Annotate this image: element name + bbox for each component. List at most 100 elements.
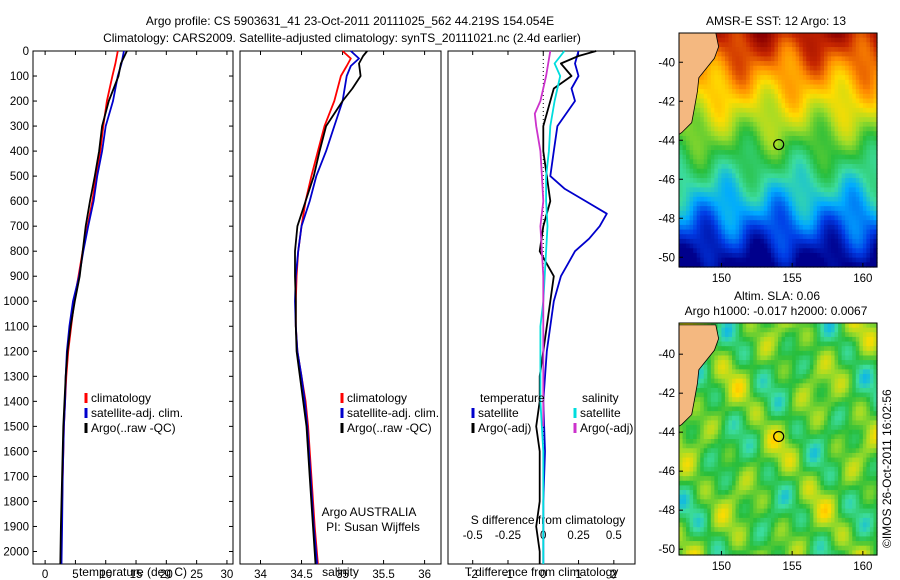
map-cell xyxy=(749,350,754,357)
map-cell xyxy=(703,262,708,268)
map-cell xyxy=(823,135,829,142)
map-cell xyxy=(732,220,737,226)
map-cell xyxy=(735,369,740,375)
map-cell xyxy=(717,434,723,440)
map-cell xyxy=(728,387,733,394)
map-cell xyxy=(802,327,807,333)
map-cell xyxy=(728,220,733,226)
map-cell xyxy=(869,117,875,123)
map-cell xyxy=(778,154,783,160)
map-cell xyxy=(717,480,723,486)
map-cell xyxy=(841,429,846,435)
map-cell xyxy=(834,206,839,212)
map-cell xyxy=(869,429,875,435)
map-cell xyxy=(823,429,829,435)
map-cell xyxy=(855,70,860,76)
map-cell xyxy=(866,252,871,259)
map-cell xyxy=(823,89,829,95)
map-cell xyxy=(873,93,878,100)
map-cell xyxy=(788,70,793,76)
map-cell xyxy=(845,332,850,338)
map-cell xyxy=(785,397,790,403)
map-cell xyxy=(806,112,811,118)
map-cell xyxy=(689,466,694,473)
map-cell xyxy=(686,434,691,440)
map-cell xyxy=(770,126,776,132)
map-cell xyxy=(852,374,857,380)
map-cell xyxy=(767,47,772,53)
map-cell xyxy=(760,56,765,62)
map-cell xyxy=(841,355,846,361)
map-cell xyxy=(717,248,723,254)
map-cell xyxy=(841,360,846,366)
map-cell xyxy=(778,51,783,57)
map-cell xyxy=(703,434,708,440)
map-cell xyxy=(770,448,776,454)
map-cell xyxy=(778,397,783,403)
legend-label: satellite xyxy=(478,406,519,420)
map-cell xyxy=(806,336,811,343)
map-cell xyxy=(785,332,790,338)
map-cell xyxy=(728,75,733,81)
map-cell xyxy=(848,429,853,435)
map-cell xyxy=(778,145,783,151)
map-cell xyxy=(813,61,818,67)
map-cell xyxy=(855,51,860,57)
map-cell xyxy=(717,159,723,165)
map-cell xyxy=(866,462,871,468)
map-cell xyxy=(721,210,726,217)
map-cell xyxy=(749,346,754,352)
map-cell xyxy=(785,411,790,417)
map-cell xyxy=(823,140,829,146)
map-cell xyxy=(756,154,761,160)
map-cell xyxy=(732,56,737,62)
map-cell xyxy=(809,480,814,486)
map-cell xyxy=(746,103,751,109)
map-cell xyxy=(785,364,790,370)
map-cell xyxy=(742,187,747,193)
map-cell xyxy=(778,462,783,468)
map-cell xyxy=(770,84,776,90)
map-cell xyxy=(689,448,694,454)
map-cell xyxy=(735,323,740,329)
map-cell xyxy=(714,369,719,375)
map-cell xyxy=(820,33,825,39)
map-cell xyxy=(873,420,878,426)
map-cell xyxy=(781,425,786,431)
map-cell xyxy=(774,364,779,370)
map-cell xyxy=(792,480,797,486)
map-cell xyxy=(721,392,726,398)
map-cell xyxy=(845,93,850,100)
map-cell xyxy=(859,51,864,57)
map-cell xyxy=(799,243,804,249)
map-cell xyxy=(767,262,772,268)
map-cell xyxy=(799,378,804,384)
map-cell xyxy=(710,131,715,137)
map-cell xyxy=(831,262,836,268)
map-cell xyxy=(859,332,864,338)
map-cell xyxy=(742,164,747,170)
map-cell xyxy=(813,457,818,463)
map-cell xyxy=(778,98,783,104)
map-cell xyxy=(742,56,747,62)
map-cell xyxy=(813,485,818,491)
map-cell xyxy=(781,84,786,90)
map-cell xyxy=(753,462,758,468)
map-cell xyxy=(855,126,860,132)
map-cell xyxy=(855,121,860,128)
map-cell xyxy=(735,33,740,39)
map-cell xyxy=(739,135,744,142)
map-cell xyxy=(753,401,758,408)
map-cell xyxy=(760,406,765,412)
map-cell xyxy=(859,224,864,231)
map-cell xyxy=(682,154,687,160)
map-cell xyxy=(866,425,871,431)
map-cell xyxy=(827,126,832,132)
map-cell xyxy=(710,429,715,435)
map-cell xyxy=(862,476,867,482)
map-cell xyxy=(735,126,740,132)
map-cell xyxy=(795,164,800,170)
map-cell xyxy=(774,262,779,268)
map-cell xyxy=(848,210,853,217)
map-cell xyxy=(838,401,843,408)
